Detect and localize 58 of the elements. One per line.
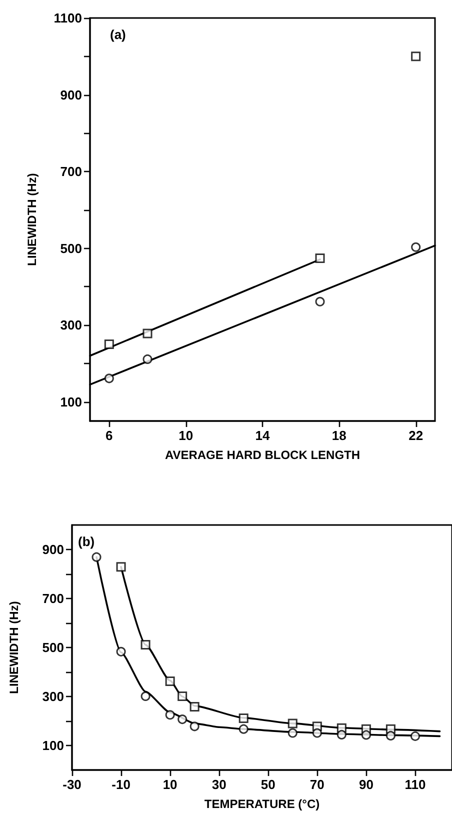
point bbox=[411, 242, 421, 252]
x-tick-label: 18 bbox=[332, 428, 346, 443]
x-tick-label: 10 bbox=[162, 777, 178, 792]
y-tick-label: 500 bbox=[42, 640, 64, 655]
x-axis-title: TEMPERATURE (°C) bbox=[204, 797, 320, 811]
x-tick-label: 6 bbox=[106, 428, 113, 443]
point bbox=[92, 552, 102, 562]
x-tick-label: 14 bbox=[255, 428, 270, 443]
point bbox=[140, 640, 150, 650]
point bbox=[410, 731, 420, 741]
x-tick-label: -10 bbox=[112, 777, 130, 792]
annotation: (a) bbox=[110, 27, 126, 42]
x-tick-label: 110 bbox=[404, 777, 426, 792]
point bbox=[315, 254, 325, 264]
point bbox=[361, 730, 371, 740]
y-axis-title: LINEWIDTH (Hz) bbox=[7, 601, 21, 694]
x-tick-label: 90 bbox=[358, 777, 374, 792]
x-tick-label: 10 bbox=[178, 428, 194, 443]
point bbox=[165, 676, 175, 686]
point bbox=[116, 562, 126, 572]
point bbox=[104, 339, 114, 349]
y-tick-label: 100 bbox=[42, 738, 64, 753]
y-tick-label: 700 bbox=[42, 591, 64, 606]
x-tick-label: 30 bbox=[212, 777, 226, 792]
y-tick-label: 700 bbox=[60, 164, 82, 180]
y-tick-label: 100 bbox=[60, 394, 82, 410]
point bbox=[411, 52, 421, 62]
point bbox=[386, 730, 396, 740]
y-tick-label: 1100 bbox=[54, 10, 82, 26]
point bbox=[165, 710, 175, 720]
y-axis-title: LINEWIDTH (Hz) bbox=[25, 173, 39, 266]
point bbox=[178, 714, 188, 724]
annotation: (b) bbox=[78, 534, 95, 549]
x-tick-label: 70 bbox=[310, 777, 324, 792]
y-tick-label: 300 bbox=[60, 318, 82, 333]
x-tick-label: 50 bbox=[260, 777, 276, 792]
point bbox=[238, 724, 248, 734]
point bbox=[142, 354, 152, 364]
point bbox=[312, 728, 322, 738]
point bbox=[190, 722, 200, 732]
point bbox=[142, 328, 152, 338]
x-tick-label: 22 bbox=[408, 428, 424, 443]
x-axis-title: AVERAGE HARD BLOCK LENGTH bbox=[164, 448, 360, 462]
point bbox=[104, 374, 114, 384]
y-tick-label: 300 bbox=[42, 689, 64, 704]
point bbox=[336, 730, 346, 740]
y-tick-label: 900 bbox=[60, 87, 82, 102]
point bbox=[178, 692, 188, 702]
point bbox=[288, 728, 298, 738]
point bbox=[315, 296, 325, 306]
point bbox=[116, 646, 126, 656]
point bbox=[190, 702, 200, 712]
y-tick-label: 500 bbox=[60, 240, 82, 256]
point bbox=[238, 714, 248, 724]
point bbox=[288, 718, 298, 728]
point bbox=[140, 692, 150, 702]
x-tick-label: -30 bbox=[62, 777, 82, 792]
y-tick-label: 900 bbox=[42, 542, 64, 557]
